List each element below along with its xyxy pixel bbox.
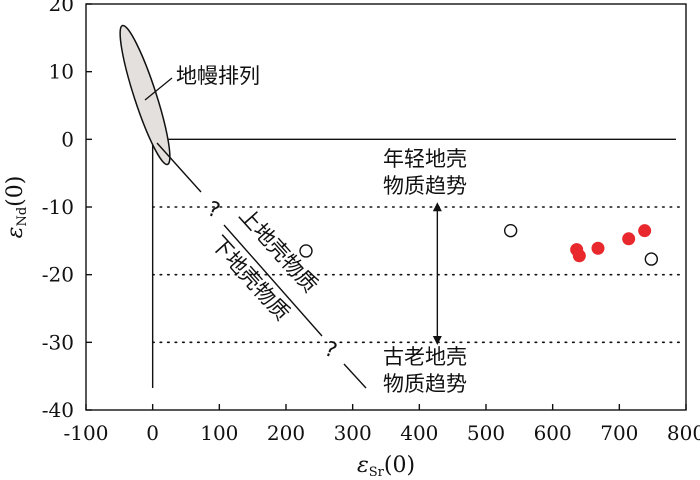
y-tick-label: -20 [42, 263, 74, 287]
question-mark-upper: ? [204, 196, 223, 222]
x-tick-label: 100 [200, 421, 238, 445]
filled-point-3 [591, 241, 605, 255]
mantle-array-leader [144, 77, 173, 101]
x-tick-label: 800 [667, 421, 700, 445]
x-tick-label: 400 [400, 421, 438, 445]
trend-arrow-up-head [432, 202, 442, 212]
y-axis-title: εNd(0) [3, 176, 30, 239]
filled-point-5 [638, 224, 652, 238]
question-mark-lower: ? [321, 336, 340, 362]
y-tick-label: -10 [42, 195, 74, 219]
old-crust-label-line1: 古老地壳 [383, 345, 467, 369]
x-tick-label: 300 [334, 421, 372, 445]
mantle-array-ellipse [119, 24, 171, 166]
data-points [299, 223, 659, 266]
x-tick-label: 500 [467, 421, 505, 445]
mantle-array-label: 地幔排列 [176, 64, 260, 88]
x-tick-label: 200 [267, 421, 305, 445]
y-tick-label: 10 [49, 60, 74, 84]
reference-lines [151, 138, 685, 388]
crust-trend-line-upper [156, 142, 202, 193]
crust-trend-line-lower [343, 363, 367, 389]
crust-trend-line-middle [223, 224, 323, 337]
young-crust-label-line2: 物质趋势 [383, 174, 467, 198]
y-tick-label: 0 [61, 127, 74, 151]
open-point-2 [503, 223, 518, 238]
x-axis-title: εSr(0) [357, 453, 415, 480]
chart-annotation-shapes [119, 24, 442, 389]
filled-point-2 [572, 249, 586, 263]
y-tick-label: 20 [49, 0, 74, 16]
old-crust-label-line2: 物质趋势 [383, 372, 467, 396]
x-tick-label: 700 [600, 421, 638, 445]
x-tick-label: 0 [146, 421, 159, 445]
open-point-1 [299, 244, 313, 258]
y-tick-label: -30 [42, 330, 74, 354]
axes: -100 0 100 200 300 400 500 600 700 80020100-10-20… [3, 0, 700, 480]
y-tick-label: -40 [42, 398, 74, 422]
filled-point-4 [622, 232, 636, 246]
open-point-3 [644, 252, 659, 266]
young-crust-label-line1: 年轻地壳 [383, 147, 467, 171]
trend-arrow-down-head [432, 336, 442, 346]
x-tick-label: 600 [534, 421, 572, 445]
x-tick-label: -100 [64, 421, 109, 445]
